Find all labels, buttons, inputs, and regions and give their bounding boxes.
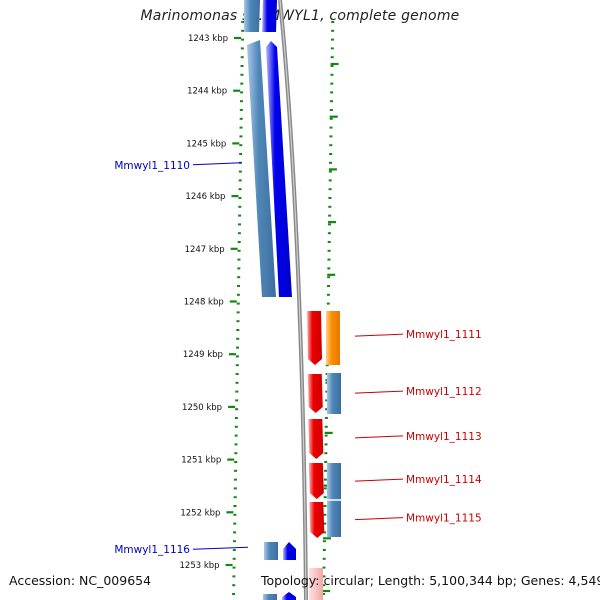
cds-arrow-1110 xyxy=(266,41,292,297)
cds-bar-top xyxy=(262,0,277,32)
reverse-cds-arrow xyxy=(307,311,322,365)
accession-text: Accession: NC_009654 xyxy=(9,573,152,588)
tick-label: 1243 kbp xyxy=(188,34,228,44)
tick-label: 1245 kbp xyxy=(186,139,226,149)
tick-label: 1246 kbp xyxy=(185,192,225,202)
cog-bar-bottom xyxy=(263,594,277,600)
gene-label: Mmwyl1_1110 xyxy=(114,160,190,172)
tick-label: 1251 kbp xyxy=(181,456,221,466)
tick-label: 1252 kbp xyxy=(180,508,220,518)
reverse-cds-arrow xyxy=(308,419,324,459)
gene-label-line xyxy=(354,435,404,439)
reverse-cds-arrow xyxy=(307,374,323,413)
summary-text: Topology: circular; Length: 5,100,344 bp… xyxy=(261,573,600,588)
faded-cds-bottom xyxy=(309,568,323,600)
gene-label-line xyxy=(354,478,404,482)
cds-arrow-bottom xyxy=(282,592,296,600)
gene-label: Mmwyl1_1116 xyxy=(114,544,190,556)
gene-label-line xyxy=(192,162,242,166)
cog-bar-1110 xyxy=(247,40,276,297)
gene-label-line xyxy=(354,390,404,394)
gene-label-line xyxy=(192,546,249,550)
gene-label-line xyxy=(354,333,404,337)
gene-label: Mmwyl1_1115 xyxy=(406,513,482,525)
tick-label: 1244 kbp xyxy=(187,87,227,97)
reverse-cds-arrow xyxy=(308,463,324,499)
cds-arrow-1116 xyxy=(283,542,296,560)
reverse-cds-arrow xyxy=(309,502,325,538)
gene-label-line xyxy=(354,517,404,521)
cog-bar-top xyxy=(244,0,260,32)
gene-label: Mmwyl1_1114 xyxy=(406,474,482,486)
gene-label: Mmwyl1_1111 xyxy=(406,329,482,341)
gene-label: Mmwyl1_1113 xyxy=(406,431,482,443)
backbone-highlight xyxy=(279,0,307,600)
backbone-line xyxy=(278,0,308,600)
map-title: Marinomonas sp. MWYL1, complete genome xyxy=(140,8,460,24)
cog-bar-1116 xyxy=(264,542,278,560)
tick-label: 1250 kbp xyxy=(182,403,222,413)
cog-bar-1111 xyxy=(326,311,340,365)
tick-label: 1248 kbp xyxy=(184,298,224,308)
tick-label: 1253 kbp xyxy=(180,561,220,571)
tick-label: 1247 kbp xyxy=(185,245,225,255)
gene-label: Mmwyl1_1112 xyxy=(406,386,482,398)
tick-label: 1249 kbp xyxy=(183,350,223,360)
cog-bar-1112 xyxy=(327,373,341,414)
